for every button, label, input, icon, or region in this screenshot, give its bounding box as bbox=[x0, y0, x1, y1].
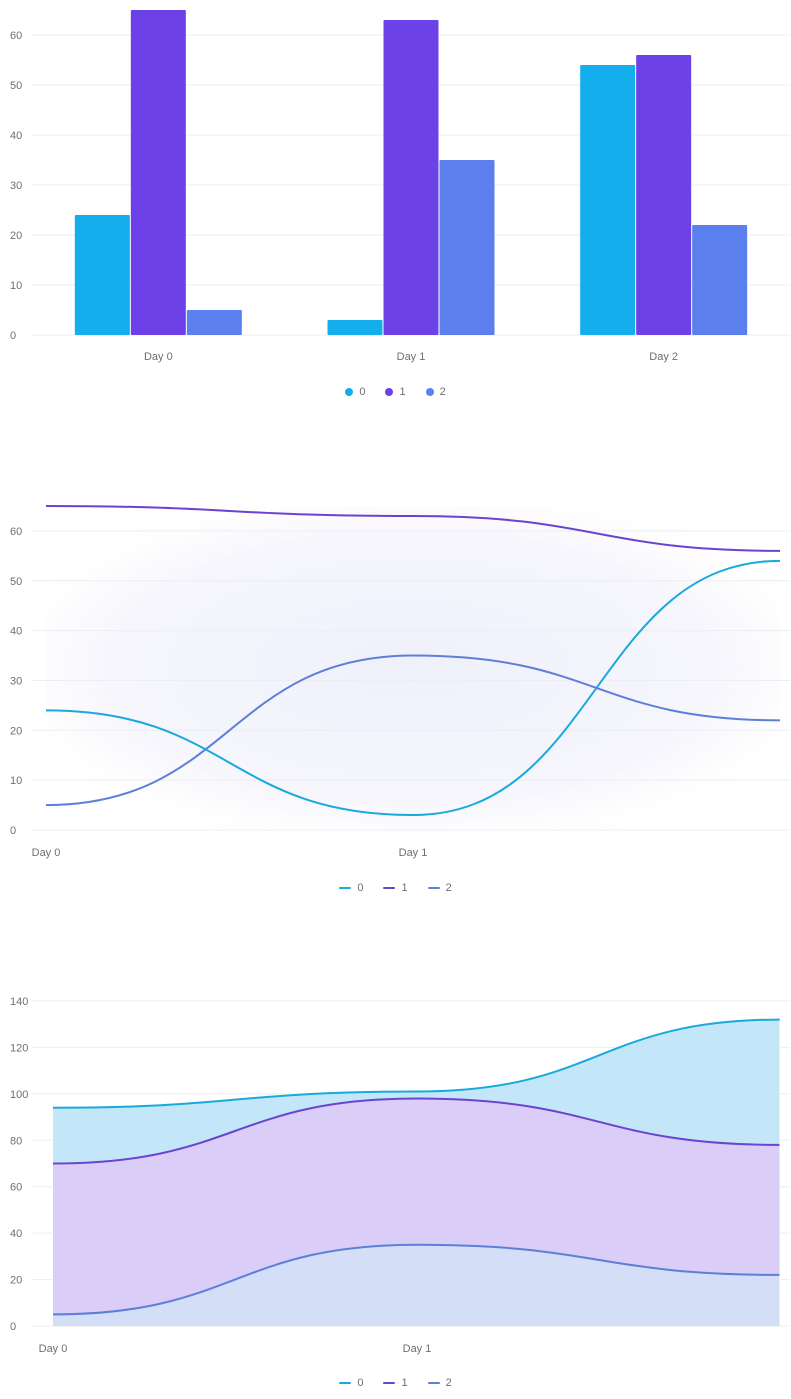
legend-label: 0 bbox=[357, 1377, 364, 1389]
y-tick-label: 20 bbox=[10, 725, 22, 737]
legend-item-1[interactable]: 1 bbox=[383, 882, 408, 894]
line-chart-legend: 0 1 2 bbox=[0, 882, 791, 894]
bars bbox=[74, 10, 748, 335]
bar-series-2-day-1[interactable] bbox=[439, 160, 495, 335]
y-tick-label: 20 bbox=[10, 1275, 22, 1287]
legend-swatch bbox=[425, 388, 434, 396]
area-chart-legend: 0 1 2 bbox=[0, 1377, 791, 1389]
area-line-series-2[interactable] bbox=[52, 1243, 781, 1316]
legend-swatch bbox=[385, 388, 394, 396]
y-tick-label: 60 bbox=[10, 526, 22, 538]
legend-label: 1 bbox=[401, 1377, 408, 1389]
bar-chart-plot: 0 10 20 30 40 50 60 Day 0 Day 1 Day 2 bbox=[10, 10, 790, 363]
lines bbox=[45, 505, 781, 817]
bar-series-1-day-0[interactable] bbox=[130, 10, 186, 335]
line-chart: 0 10 20 30 40 50 60 Day 0 Day 1 0 1 2 bbox=[0, 490, 791, 905]
legend-item-2[interactable]: 2 bbox=[427, 1377, 452, 1389]
x-tick-label: Day 1 bbox=[399, 847, 428, 859]
x-tick-label: Day 0 bbox=[32, 847, 61, 859]
y-tick-label: 50 bbox=[10, 80, 22, 92]
legend-label: 2 bbox=[445, 882, 452, 894]
bar-series-2-day-2[interactable] bbox=[692, 225, 748, 335]
x-tick-label: Day 1 bbox=[403, 1343, 432, 1355]
y-tick-label: 50 bbox=[10, 576, 22, 588]
bar-series-0-day-1[interactable] bbox=[327, 320, 383, 335]
legend-swatch bbox=[427, 1382, 440, 1384]
area-chart: 0 20 40 60 80 100 120 140 Day 0 Day 1 0 1 2 bbox=[0, 985, 791, 1399]
bar-series-1-day-2[interactable] bbox=[636, 55, 692, 335]
legend-swatch bbox=[339, 1382, 352, 1384]
y-tick-label: 0 bbox=[10, 825, 16, 837]
legend-swatch bbox=[427, 887, 440, 889]
line-series-0[interactable] bbox=[45, 559, 781, 817]
area-line-series-1[interactable] bbox=[52, 1097, 781, 1165]
area-line-series-0[interactable] bbox=[52, 1018, 781, 1109]
y-tick-label: 40 bbox=[10, 130, 22, 142]
area-fill-series-2 bbox=[53, 1244, 780, 1326]
legend-item-2[interactable]: 2 bbox=[427, 882, 452, 894]
legend-label: 1 bbox=[401, 882, 408, 894]
y-tick-label: 80 bbox=[10, 1135, 22, 1147]
area-chart-plot: 0 20 40 60 80 100 120 140 Day 0 Day 1 bbox=[10, 996, 790, 1355]
legend-swatch bbox=[383, 1382, 396, 1384]
y-tick-label: 30 bbox=[10, 180, 22, 192]
y-tick-label: 100 bbox=[10, 1089, 28, 1101]
y-tick-label: 40 bbox=[10, 1228, 22, 1240]
bar-series-0-day-2[interactable] bbox=[580, 65, 636, 335]
line-series-2[interactable] bbox=[45, 654, 781, 807]
y-tick-label: 60 bbox=[10, 1182, 22, 1194]
x-tick-label: Day 0 bbox=[39, 1343, 68, 1355]
y-tick-label: 30 bbox=[10, 675, 22, 687]
bar-series-0-day-0[interactable] bbox=[74, 215, 130, 335]
y-tick-label: 20 bbox=[10, 230, 22, 242]
x-tick-label: Day 2 bbox=[649, 351, 678, 363]
bar-chart: 0 10 20 30 40 50 60 Day 0 Day 1 Day 2 0 1 2 bbox=[0, 0, 791, 420]
y-tick-label: 10 bbox=[10, 280, 22, 292]
legend-swatch bbox=[383, 887, 396, 889]
legend-item-2[interactable]: 2 bbox=[425, 386, 446, 398]
bar-chart-legend: 0 1 2 bbox=[0, 386, 791, 398]
y-tick-label: 0 bbox=[10, 330, 16, 342]
y-tick-label: 120 bbox=[10, 1042, 28, 1054]
bar-series-1-day-1[interactable] bbox=[383, 20, 439, 335]
area-fill-series-0 bbox=[53, 1019, 780, 1164]
x-tick-label: Day 1 bbox=[397, 351, 426, 363]
legend-label: 1 bbox=[399, 386, 406, 398]
y-tick-label: 0 bbox=[10, 1321, 16, 1333]
bar-series-2-day-0[interactable] bbox=[186, 310, 242, 335]
y-tick-label: 10 bbox=[10, 775, 22, 787]
y-tick-label: 40 bbox=[10, 626, 22, 638]
y-tick-label: 60 bbox=[10, 30, 22, 42]
legend-item-0[interactable]: 0 bbox=[339, 1377, 363, 1389]
legend-label: 0 bbox=[359, 386, 366, 398]
legend-item-1[interactable]: 1 bbox=[383, 1377, 408, 1389]
legend-label: 2 bbox=[445, 1377, 452, 1389]
legend-item-0[interactable]: 0 bbox=[345, 386, 365, 398]
legend-swatch bbox=[345, 388, 354, 396]
line-chart-plot: 0 10 20 30 40 50 60 Day 0 Day 1 bbox=[10, 505, 790, 859]
legend-label: 0 bbox=[357, 882, 364, 894]
areas bbox=[52, 1018, 781, 1326]
plot-glow bbox=[46, 506, 780, 830]
legend-item-0[interactable]: 0 bbox=[339, 882, 363, 894]
x-tick-label: Day 0 bbox=[144, 351, 173, 363]
legend-label: 2 bbox=[439, 386, 446, 398]
legend-swatch bbox=[339, 887, 352, 889]
line-series-1[interactable] bbox=[45, 505, 781, 552]
area-fill-series-1 bbox=[53, 1098, 780, 1315]
y-tick-label: 140 bbox=[10, 996, 28, 1008]
legend-item-1[interactable]: 1 bbox=[385, 386, 406, 398]
